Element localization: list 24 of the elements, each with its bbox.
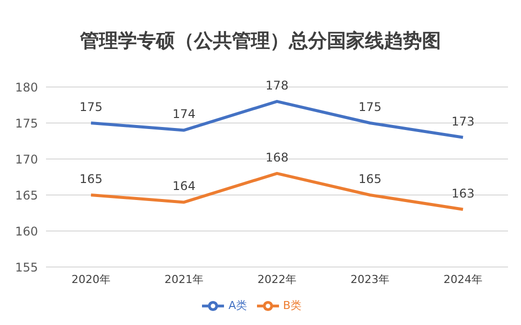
data-label: 168	[266, 150, 288, 164]
x-tick-label: 2020年	[72, 272, 110, 286]
y-tick-label: 175	[15, 116, 38, 130]
x-tick-label: 2022年	[258, 272, 296, 286]
data-label: 175	[80, 100, 102, 114]
x-tick-label: 2021年	[164, 272, 204, 286]
y-tick-label: 155	[15, 260, 38, 274]
data-label: 164	[172, 179, 196, 194]
y-tick-label: 160	[15, 224, 38, 238]
data-label: 165	[80, 172, 102, 186]
data-label: 174	[172, 107, 196, 122]
data-label: 175	[358, 100, 382, 114]
chart-title: 管理学专硕（公共管理）总分国家线趋势图	[79, 29, 442, 54]
x-tick-label: 2023年	[350, 272, 390, 286]
y-tick-label: 180	[15, 80, 38, 94]
data-label: 165	[358, 172, 382, 186]
x-tick-label: 2024年	[444, 272, 482, 286]
data-label: 178	[266, 78, 288, 92]
y-tick-label: 165	[15, 188, 38, 202]
data-label: 173	[452, 114, 474, 128]
data-label: 163	[452, 186, 474, 200]
legend-label: A类	[228, 299, 247, 312]
y-tick-label: 170	[15, 152, 38, 166]
legend-label: B类	[282, 299, 302, 312]
